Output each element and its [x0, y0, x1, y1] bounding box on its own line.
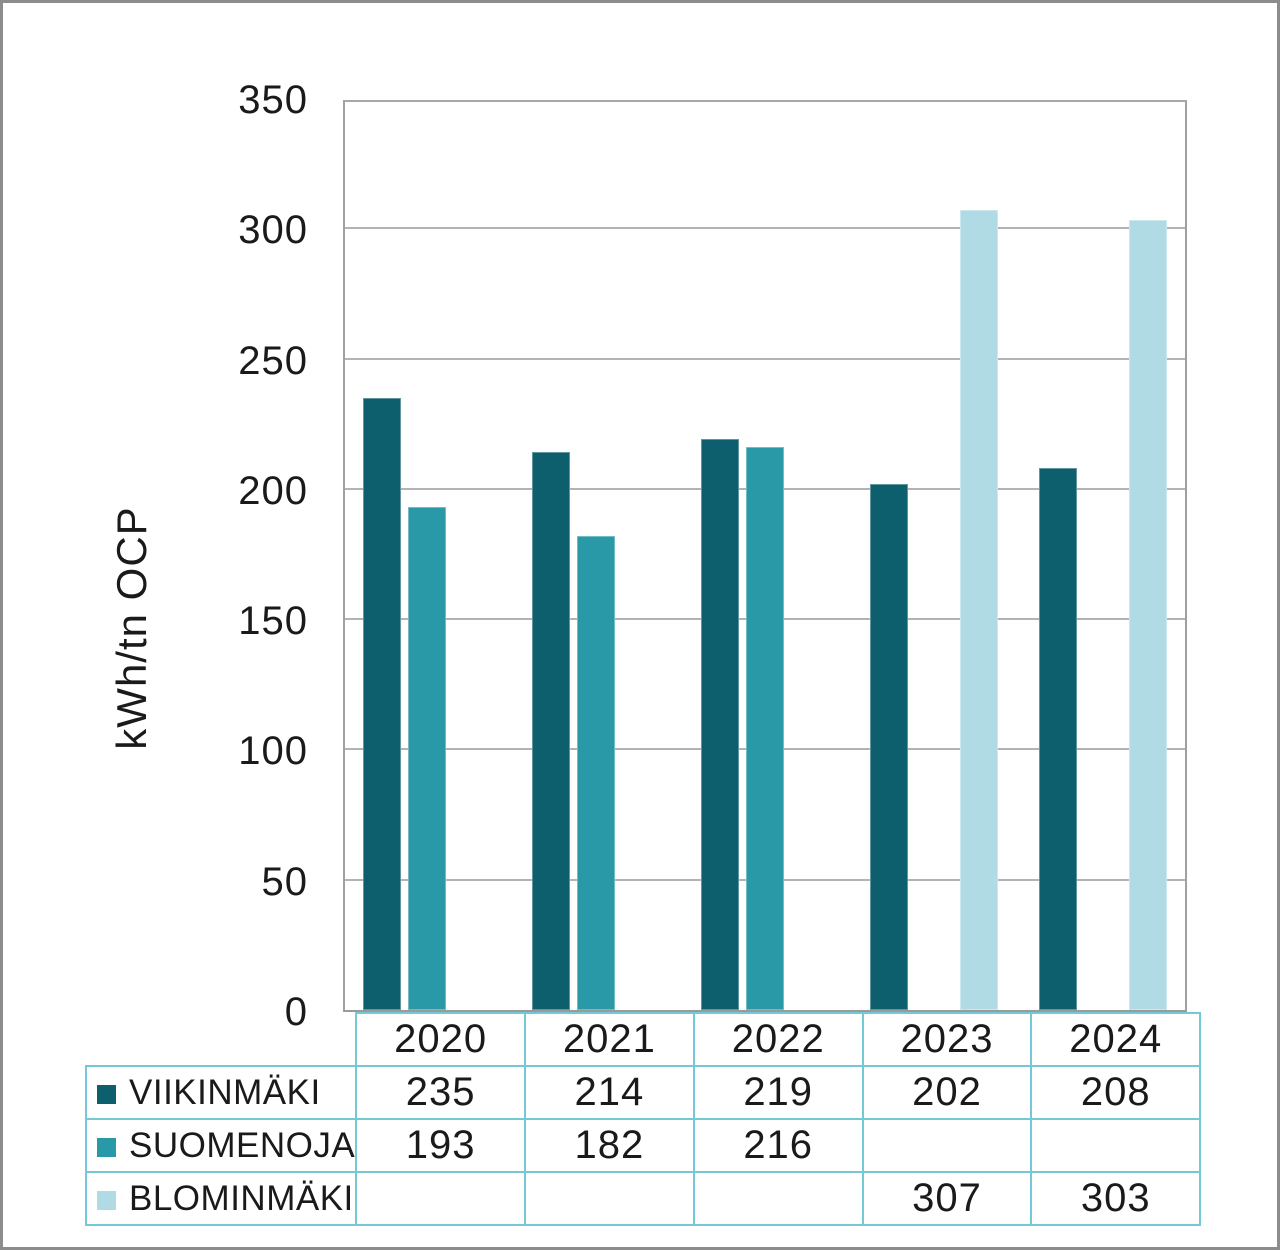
table-header-row: 2020 2021 2022 2023 2024: [86, 1012, 1202, 1067]
year-header-2020: 2020: [355, 1012, 526, 1067]
y-tick-label-200: 200: [238, 468, 308, 513]
value-cell-suomenoja-2022: 216: [692, 1118, 864, 1173]
year-header-2021: 2021: [524, 1012, 695, 1067]
value-cell-suomenoja-2024: [1030, 1118, 1202, 1173]
value-cell-viikinmäki-2022: 219: [692, 1065, 864, 1120]
value-cell-blominmäki-2020: [355, 1171, 526, 1226]
legend-swatch-icon: [97, 1084, 116, 1104]
gridline-250: [345, 357, 1185, 360]
y-axis-title: kWh/tn OCP: [108, 506, 155, 750]
year-header-2024: 2024: [1030, 1012, 1202, 1067]
legend-label: VIIKINMÄKI: [129, 1072, 321, 1112]
bar-suomenoja-2021: [577, 535, 616, 1010]
bar-suomenoja-2020: [408, 507, 447, 1010]
y-tick-label-300: 300: [238, 208, 308, 253]
year-header-2023: 2023: [861, 1012, 1033, 1067]
data-table-legend: 2020 2021 2022 2023 2024 VIIKINMÄKI 235 214 219 2…: [84, 1012, 1202, 1226]
y-tick-label-250: 250: [238, 338, 308, 383]
value-cell-blominmäki-2022: [692, 1171, 864, 1226]
value-cell-blominmäki-2024: 303: [1030, 1171, 1202, 1226]
bar-blominmäki-2023: [959, 210, 998, 1010]
bar-viikinmäki-2024: [1038, 468, 1077, 1010]
bar-viikinmäki-2021: [532, 452, 571, 1010]
y-tick-label-150: 150: [238, 599, 308, 644]
bar-suomenoja-2022: [746, 447, 784, 1010]
table-corner-cell: [86, 1013, 356, 1066]
value-cell-viikinmäki-2021: 214: [524, 1065, 695, 1120]
plot-area: [343, 100, 1187, 1012]
legend-label: SUOMENOJA: [129, 1125, 356, 1165]
value-cell-viikinmäki-2023: 202: [861, 1065, 1033, 1120]
value-cell-blominmäki-2023: 307: [861, 1171, 1033, 1226]
table-row-blominmäki: BLOMINMÄKI 307 303: [84, 1171, 1202, 1226]
value-cell-blominmäki-2021: [524, 1171, 695, 1226]
bar-blominmäki-2024: [1128, 220, 1167, 1010]
y-tick-label-50: 50: [261, 859, 308, 904]
bar-viikinmäki-2020: [363, 397, 402, 1010]
y-tick-label-100: 100: [238, 729, 308, 774]
value-cell-suomenoja-2021: 182: [524, 1118, 695, 1173]
y-tick-label-350: 350: [238, 78, 308, 122]
value-cell-suomenoja-2023: [861, 1118, 1033, 1173]
year-header-2022: 2022: [692, 1012, 864, 1067]
legend-swatch-icon: [97, 1190, 116, 1210]
value-cell-suomenoja-2020: 193: [355, 1118, 526, 1173]
table-row-viikinmäki: VIIKINMÄKI 235 214 219 202 208: [84, 1065, 1202, 1120]
legend-cell-suomenoja: SUOMENOJA: [84, 1118, 358, 1173]
value-cell-viikinmäki-2020: 235: [355, 1065, 526, 1120]
gridline-300: [345, 227, 1185, 230]
bar-viikinmäki-2022: [701, 439, 739, 1010]
y-tick-label-0: 0: [284, 990, 308, 1034]
legend-cell-blominmäki: BLOMINMÄKI: [84, 1171, 358, 1226]
legend-swatch-icon: [97, 1137, 116, 1157]
value-cell-viikinmäki-2024: 208: [1030, 1065, 1202, 1120]
legend-cell-viikinmäki: VIIKINMÄKI: [84, 1065, 358, 1120]
table-row-suomenoja: SUOMENOJA 193 182 216: [84, 1118, 1202, 1173]
bar-viikinmäki-2023: [869, 483, 908, 1010]
legend-label: BLOMINMÄKI: [129, 1178, 354, 1218]
